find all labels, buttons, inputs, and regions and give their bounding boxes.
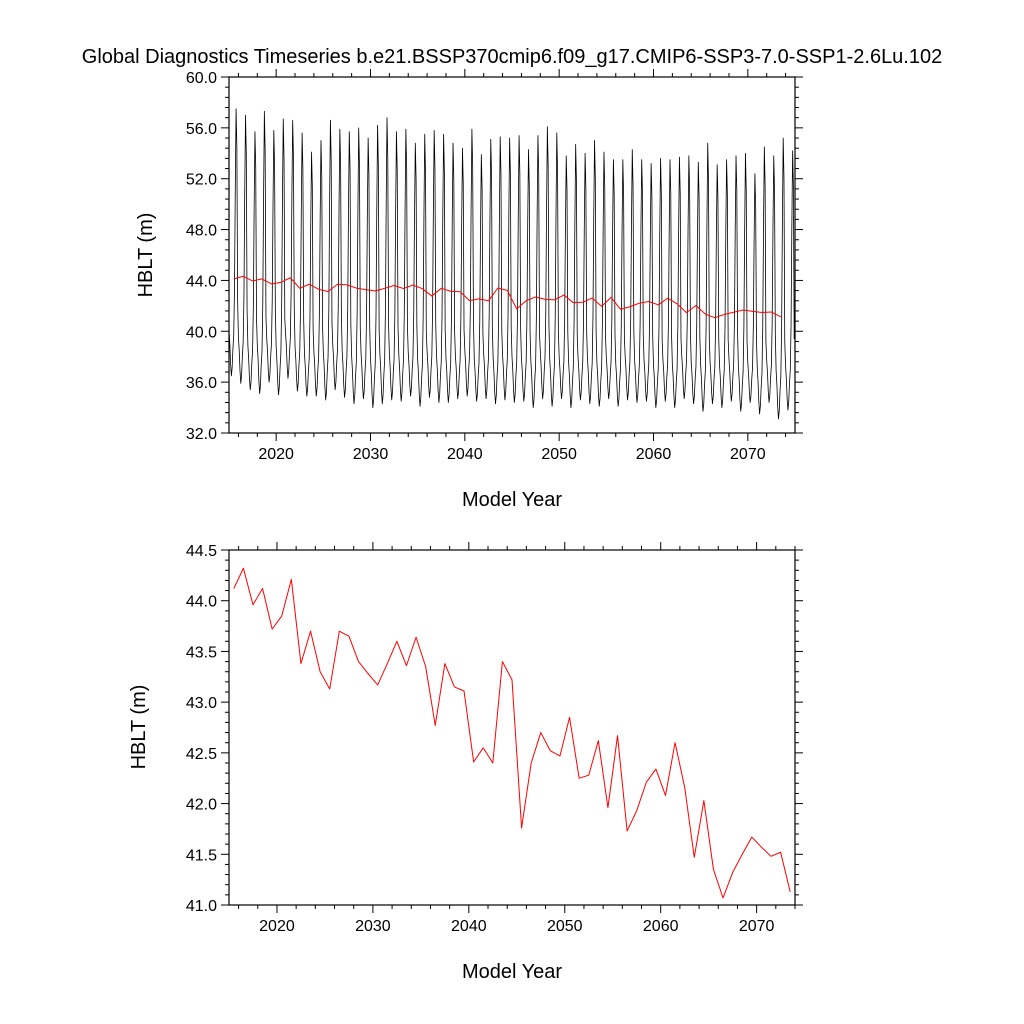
series-line-annual	[233, 567, 791, 899]
x-tick-label: 2020	[258, 446, 294, 463]
x-tick-label: 2040	[451, 918, 487, 935]
bottom-panel-ylabel: HBLT (m)	[128, 685, 150, 770]
y-tick-label: 40.0	[186, 324, 217, 341]
x-tick-label: 2050	[541, 446, 577, 463]
x-tick-label: 2060	[636, 446, 672, 463]
x-tick-label: 2060	[643, 918, 679, 935]
y-tick-label: 44.0	[186, 594, 217, 611]
annual-hblt-panel: HBLT (m) Model Year 2020 2030 2040 2050 2060…	[128, 542, 803, 983]
series-line-annual	[233, 275, 782, 319]
series-line-monthly	[228, 108, 795, 420]
top-panel-ylabel: HBLT (m)	[135, 213, 157, 298]
y-tick-label: 42.0	[186, 797, 217, 814]
x-tick-label: 2070	[739, 918, 775, 935]
y-tick-label: 60.0	[186, 70, 217, 87]
x-tick-label: 2070	[730, 446, 766, 463]
figure-title: Global Diagnostics Timeseries b.e21.BSSP…	[82, 46, 942, 68]
x-tick-label: 2030	[355, 918, 391, 935]
y-tick-label: 42.5	[186, 746, 217, 763]
x-tick-label: 2040	[447, 446, 483, 463]
y-tick-label: 52.0	[186, 172, 217, 189]
y-tick-label: 41.5	[186, 847, 217, 864]
plot-frame	[228, 76, 796, 434]
bottom-panel-xlabel: Model Year	[462, 961, 562, 983]
top-panel-xlabel: Model Year	[462, 489, 562, 511]
y-tick-label: 48.0	[186, 223, 217, 240]
y-tick-label: 43.0	[186, 695, 217, 712]
x-tick-label: 2050	[547, 918, 583, 935]
y-tick-label: 32.0	[186, 426, 217, 443]
y-tick-label: 44.5	[186, 543, 217, 560]
y-tick-label: 36.0	[186, 375, 217, 392]
y-tick-label: 41.0	[186, 898, 217, 915]
y-tick-label: 43.5	[186, 644, 217, 661]
x-tick-label: 2030	[353, 446, 389, 463]
y-tick-label: 44.0	[186, 273, 217, 290]
y-tick-label: 56.0	[186, 121, 217, 138]
x-tick-label: 2020	[259, 918, 295, 935]
plot-frame	[228, 549, 796, 906]
monthly-and-annual-hblt-panel: HBLT (m) Model Year 2020 2030 2040 2050 2060…	[135, 69, 803, 511]
